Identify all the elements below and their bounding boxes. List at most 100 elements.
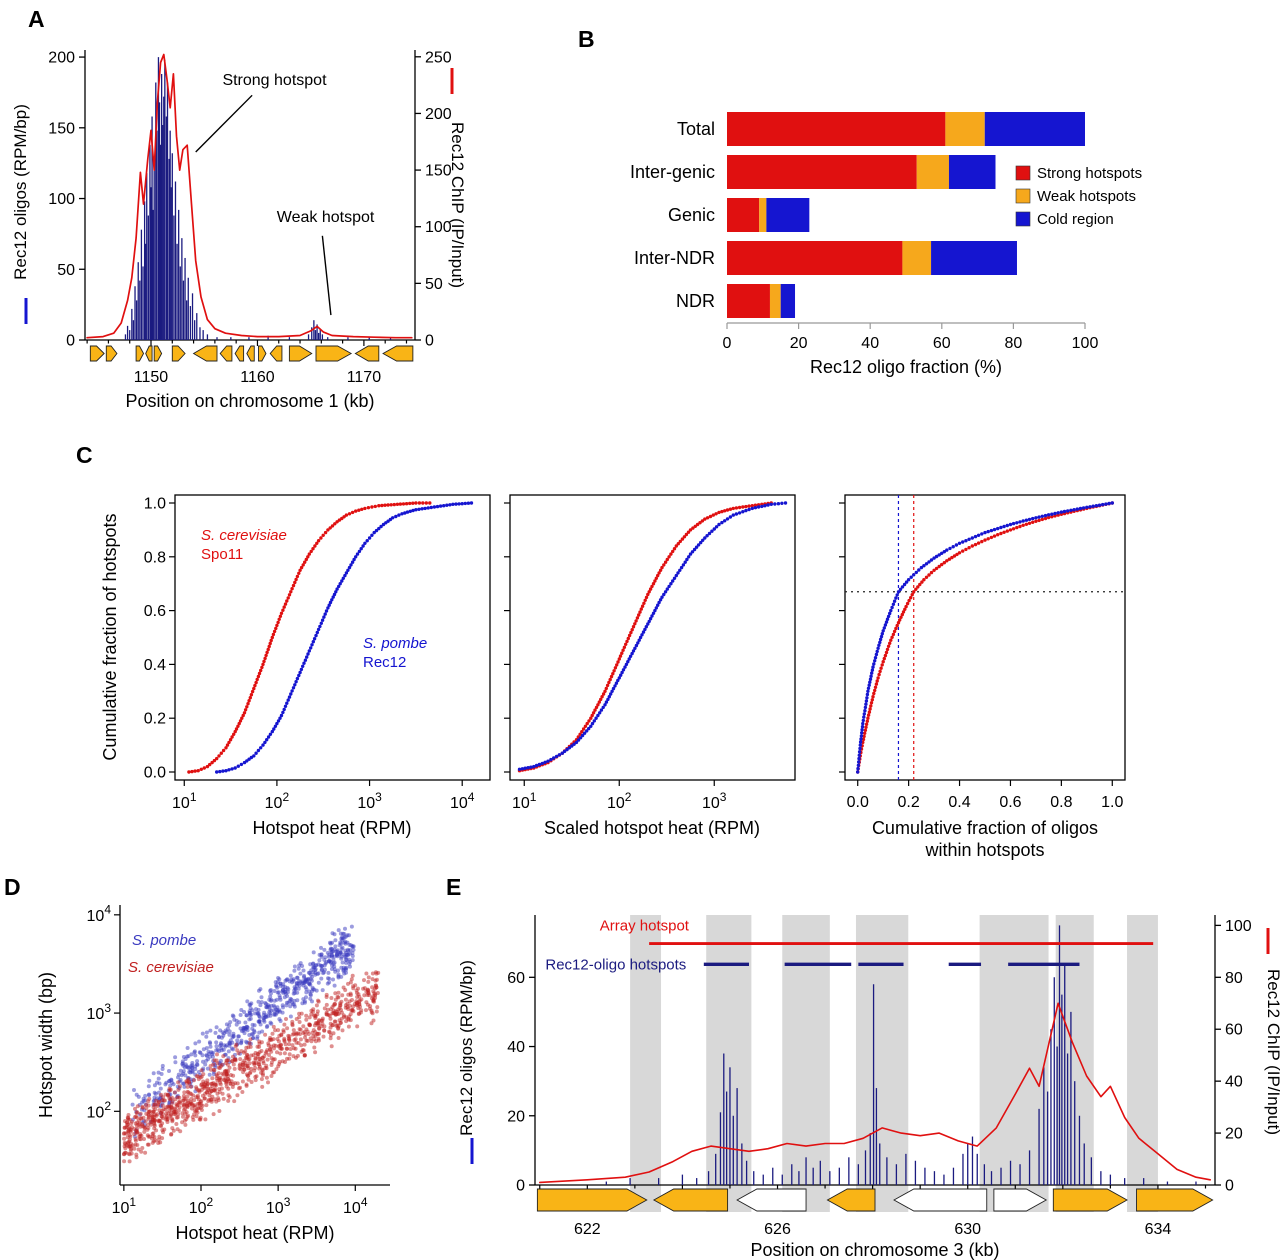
svg-text:Rec12 ChIP (IP/Input): Rec12 ChIP (IP/Input) [1264, 969, 1280, 1135]
svg-text:Weak hotspots: Weak hotspots [1037, 188, 1136, 205]
svg-text:634: 634 [1145, 1221, 1172, 1238]
svg-text:Weak hotspot: Weak hotspot [277, 209, 375, 226]
svg-text:S. pombe: S. pombe [363, 635, 427, 652]
svg-text:Rec12 oligos (RPM/bp): Rec12 oligos (RPM/bp) [457, 960, 476, 1136]
svg-text:Cold region: Cold region [1037, 211, 1114, 228]
svg-text:630: 630 [954, 1221, 981, 1238]
panel-e-chart: 0 20 40 60 0 20 40 60 80 100 Array hotspot Rec12-ol… [457, 915, 1280, 1260]
svg-text:Strong hotspot: Strong hotspot [222, 72, 327, 89]
panel-d-chart: 102 103 104 101 102 103 104 S. pombe S. cerevisi… [36, 903, 390, 1243]
svg-text:103: 103 [87, 1001, 112, 1023]
panel-c-label: C [76, 442, 93, 468]
panel-e: 0 20 40 60 0 20 40 60 80 100 Array hotspot Rec12-ol… [450, 870, 1280, 1260]
svg-text:0.4: 0.4 [144, 657, 166, 674]
panel-a-chart: 0 50 100 150 200 0 50 100 150 200 250 Strong hotspo… [11, 49, 467, 411]
svg-text:20: 20 [790, 335, 808, 352]
svg-text:60: 60 [933, 335, 951, 352]
svg-text:1150: 1150 [134, 369, 169, 386]
svg-text:Rec12-oligo hotspots: Rec12-oligo hotspots [545, 957, 686, 974]
svg-text:103: 103 [357, 790, 382, 812]
svg-text:50: 50 [57, 262, 75, 279]
svg-text:Rec12 oligos (RPM/bp): Rec12 oligos (RPM/bp) [11, 104, 30, 280]
svg-text:0: 0 [723, 335, 732, 352]
svg-text:102: 102 [265, 790, 290, 812]
svg-text:60: 60 [507, 970, 525, 987]
svg-text:103: 103 [702, 790, 727, 812]
svg-text:0.2: 0.2 [144, 711, 166, 728]
svg-text:Rec12 ChIP (IP/Input): Rec12 ChIP (IP/Input) [448, 122, 467, 288]
svg-text:101: 101 [172, 790, 197, 812]
svg-text:200: 200 [48, 50, 75, 67]
svg-text:1.0: 1.0 [144, 496, 166, 513]
svg-text:150: 150 [48, 120, 75, 137]
svg-text:Total: Total [677, 119, 715, 139]
svg-text:250: 250 [425, 49, 452, 66]
svg-text:103: 103 [266, 1195, 291, 1217]
panel-c: 0.0 0.2 0.4 0.6 0.8 1.0 101 102 103 104 S. cerevis… [70, 440, 1210, 870]
svg-text:within hotspots: within hotspots [924, 840, 1044, 860]
svg-text:Position on chromosome 1 (kb): Position on chromosome 1 (kb) [125, 391, 374, 411]
svg-text:0.8: 0.8 [144, 549, 166, 566]
svg-text:1.0: 1.0 [1101, 794, 1123, 811]
svg-text:100: 100 [1225, 918, 1252, 935]
svg-text:0.8: 0.8 [1050, 794, 1072, 811]
panel-d-label: D [4, 874, 21, 900]
svg-text:Hotspot width (bp): Hotspot width (bp) [36, 972, 56, 1118]
svg-text:NDR: NDR [676, 291, 715, 311]
panel-c-chart: 0.0 0.2 0.4 0.6 0.8 1.0 101 102 103 104 S. cerevis… [100, 494, 1126, 860]
svg-text:Array hotspot: Array hotspot [600, 918, 690, 935]
svg-text:1170: 1170 [347, 369, 382, 386]
svg-text:104: 104 [450, 790, 475, 812]
svg-text:S. cerevisiae: S. cerevisiae [201, 527, 287, 544]
svg-text:80: 80 [1225, 970, 1243, 987]
svg-text:102: 102 [607, 790, 632, 812]
panel-a-label: A [28, 6, 45, 32]
svg-text:50: 50 [425, 276, 443, 293]
svg-text:Rec12: Rec12 [363, 654, 406, 671]
svg-text:20: 20 [507, 1108, 525, 1125]
svg-text:Hotspot heat (RPM): Hotspot heat (RPM) [252, 818, 411, 838]
svg-text:0: 0 [1225, 1178, 1234, 1195]
svg-text:Position on chromosome 3 (kb): Position on chromosome 3 (kb) [750, 1240, 999, 1260]
svg-text:150: 150 [425, 163, 452, 180]
panel-a: 0 50 100 150 200 0 50 100 150 200 250 Strong hotspo… [0, 0, 470, 430]
panel-d: 102 103 104 101 102 103 104 S. pombe S. cerevisi… [0, 870, 460, 1260]
svg-text:101: 101 [512, 790, 537, 812]
panel-b: Total Inter-genic Genic Inter-NDR NDR 0 20 40 60… [560, 20, 1280, 400]
svg-text:100: 100 [1072, 335, 1099, 352]
svg-text:Hotspot heat (RPM): Hotspot heat (RPM) [175, 1223, 334, 1243]
svg-text:104: 104 [87, 903, 112, 925]
svg-text:626: 626 [764, 1221, 791, 1238]
svg-text:0: 0 [425, 333, 434, 350]
svg-text:0: 0 [516, 1178, 525, 1195]
svg-text:Rec12 oligo fraction (%): Rec12 oligo fraction (%) [810, 357, 1002, 377]
svg-text:1160: 1160 [240, 369, 275, 386]
svg-text:104: 104 [343, 1195, 368, 1217]
svg-text:20: 20 [1225, 1126, 1243, 1143]
svg-text:Inter-genic: Inter-genic [630, 162, 715, 182]
svg-text:0.0: 0.0 [144, 765, 166, 782]
svg-text:Strong hotspots: Strong hotspots [1037, 165, 1142, 182]
svg-text:0.6: 0.6 [144, 603, 166, 620]
panel-b-label: B [578, 26, 595, 52]
svg-text:0.2: 0.2 [898, 794, 920, 811]
svg-text:Spo11: Spo11 [201, 546, 243, 563]
svg-text:Cumulative fraction of hotspot: Cumulative fraction of hotspots [100, 513, 120, 760]
svg-text:0.4: 0.4 [948, 794, 970, 811]
svg-text:40: 40 [861, 335, 879, 352]
svg-text:40: 40 [507, 1039, 525, 1056]
svg-text:0.6: 0.6 [999, 794, 1021, 811]
svg-text:Cumulative fraction of oligos: Cumulative fraction of oligos [872, 818, 1098, 838]
svg-text:80: 80 [1005, 335, 1023, 352]
svg-text:Scaled hotspot heat (RPM): Scaled hotspot heat (RPM) [544, 818, 760, 838]
svg-text:Genic: Genic [668, 205, 715, 225]
svg-text:100: 100 [48, 191, 75, 208]
svg-text:101: 101 [112, 1195, 137, 1217]
svg-text:Inter-NDR: Inter-NDR [634, 248, 715, 268]
panel-e-label: E [446, 874, 462, 900]
svg-text:S. pombe: S. pombe [132, 932, 196, 949]
panel-b-chart: Total Inter-genic Genic Inter-NDR NDR 0 20 40 60… [630, 112, 1142, 377]
svg-text:40: 40 [1225, 1074, 1243, 1091]
svg-text:0.0: 0.0 [847, 794, 869, 811]
